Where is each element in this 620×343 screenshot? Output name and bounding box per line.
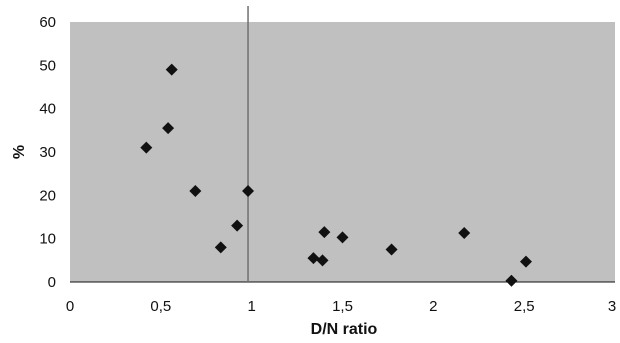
data-point-marker <box>231 219 244 232</box>
data-point-marker <box>189 185 202 197</box>
data-point-marker <box>519 255 532 268</box>
y-tick-label: 0 <box>48 274 56 291</box>
data-point-marker <box>316 254 329 267</box>
x-tick-label: 1 <box>247 298 255 315</box>
data-point-marker <box>307 252 320 265</box>
x-tick-label: 2,5 <box>514 298 535 315</box>
data-point-marker <box>162 122 175 135</box>
data-point-marker <box>214 241 227 254</box>
data-point-marker <box>336 231 349 244</box>
y-tick-label: 20 <box>39 187 56 204</box>
data-point-marker <box>318 226 331 239</box>
y-axis-title: % <box>11 145 28 159</box>
y-tick-label: 10 <box>39 231 56 248</box>
y-tick-label: 30 <box>39 144 56 161</box>
y-tick-label: 50 <box>39 57 56 74</box>
y-axis-tick-labels: 0 10 20 30 40 50 60 <box>39 14 56 291</box>
x-tick-label: 2 <box>429 298 437 315</box>
x-axis-tick-labels: 0 0,5 1 1,5 2 2,5 3 <box>66 298 616 315</box>
y-tick-label: 40 <box>39 101 56 118</box>
data-point-marker <box>458 227 471 240</box>
data-point-marker <box>505 274 518 287</box>
data-point-marker <box>165 63 178 76</box>
x-tick-label: 0 <box>66 298 74 315</box>
x-tick-label: 1,5 <box>332 298 353 315</box>
data-point-marker <box>242 185 255 197</box>
data-point-marker <box>385 243 398 256</box>
x-axis-title: D/N ratio <box>311 321 378 338</box>
x-tick-label: 3 <box>608 298 616 315</box>
data-point-marker <box>140 141 153 154</box>
x-tick-label: 0,5 <box>150 298 171 315</box>
data-points <box>140 63 532 287</box>
y-tick-label: 60 <box>39 14 56 31</box>
